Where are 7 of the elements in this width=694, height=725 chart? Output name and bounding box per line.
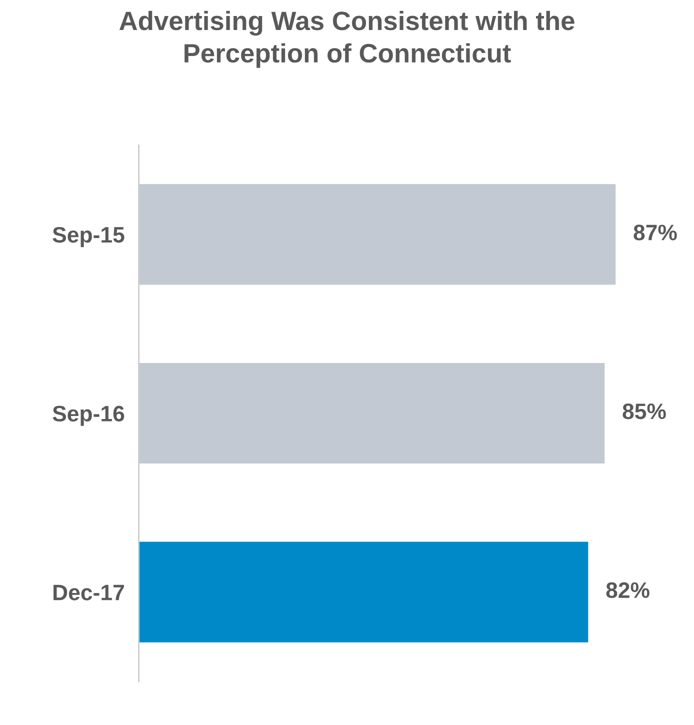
y-tick-label: Sep-15: [52, 226, 124, 248]
data-label: 85%: [622, 403, 666, 420]
data-label: 82%: [606, 582, 650, 598]
y-tick-label: Sep-16: [52, 406, 124, 426]
data-label: 87%: [634, 224, 677, 240]
y-tick-label: Dec-17: [54, 584, 124, 600]
chart-title: Advertising Was Consistent with the Perception of Connecticut: [119, 10, 574, 68]
